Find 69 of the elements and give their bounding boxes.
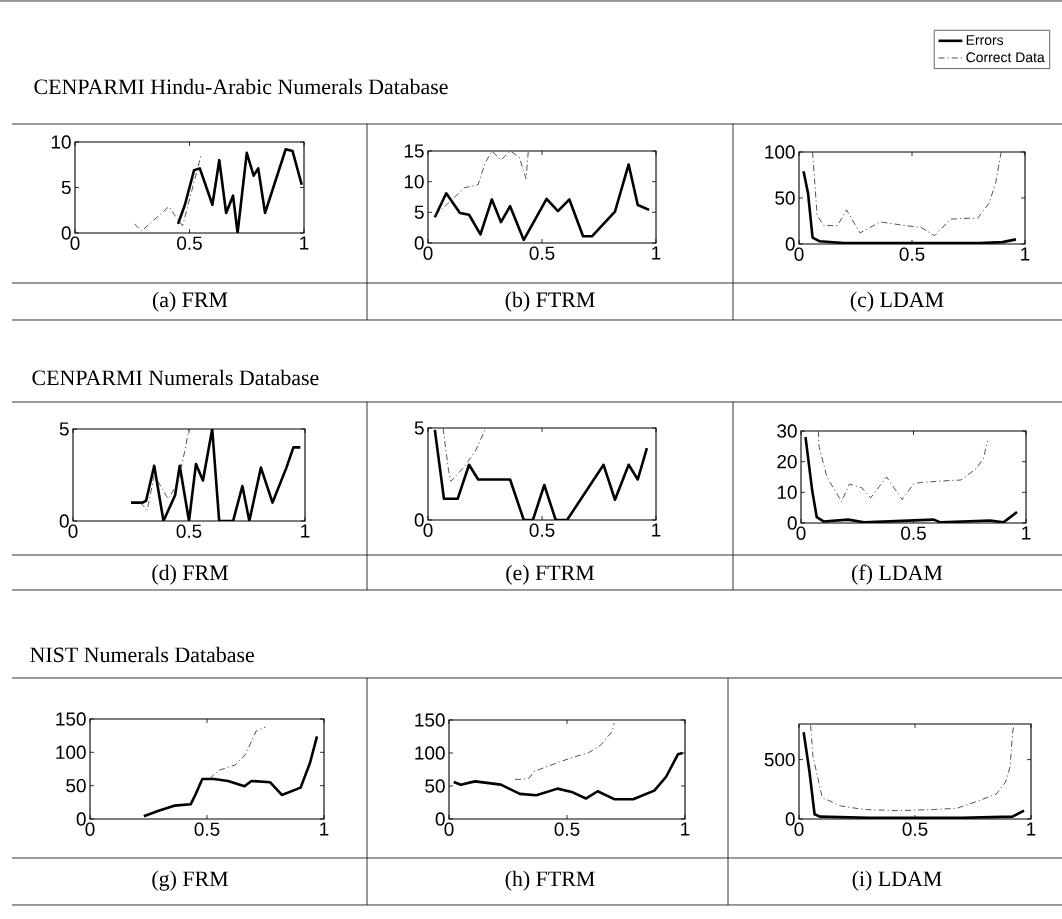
x-tick-label: 1 xyxy=(652,246,661,260)
x-tick-label: 1 xyxy=(652,523,661,537)
x-axis-title: (a) FRM xyxy=(152,291,228,312)
x-axis-title: (b) FTRM xyxy=(505,291,595,312)
line-series xyxy=(817,430,989,502)
y-tick-label: 100 xyxy=(415,746,445,760)
x-tick-label: 0.5 xyxy=(901,526,926,540)
chart-title: CENPARMI Hindu-Arabic Numerals Database xyxy=(34,78,448,95)
x-tick-label: 0 xyxy=(85,822,95,836)
y-tick-label: 150 xyxy=(415,713,445,727)
chart-title: CENPARMI Numerals Database xyxy=(32,369,319,386)
x-tick-label: 1 xyxy=(301,524,310,538)
line-series xyxy=(810,724,1015,812)
line-series xyxy=(434,150,529,216)
line-series xyxy=(139,428,190,511)
x-tick-label: 0.5 xyxy=(529,246,555,260)
x-tick-label: 1 xyxy=(1021,247,1030,261)
x-axis-title: (c) LDAM xyxy=(850,291,944,312)
y-tick-label: 0 xyxy=(61,226,71,240)
y-tick-label: 30 xyxy=(777,424,797,438)
y-tick-label: 0 xyxy=(76,812,86,826)
y-tick-label: 150 xyxy=(56,712,86,726)
x-axis-title: (e) FTRM xyxy=(506,564,595,585)
legend-label: Errors xyxy=(966,35,1004,46)
y-tick-label: 50 xyxy=(775,191,795,205)
x-tick-label: 1 xyxy=(300,236,309,250)
x-axis-title: (g) FRM xyxy=(152,870,229,891)
y-tick-label: 10 xyxy=(777,485,797,500)
y-tick-label: 50 xyxy=(66,778,86,793)
line-series xyxy=(208,726,266,780)
x-tick-label: 1 xyxy=(1022,526,1031,540)
y-tick-label: 0 xyxy=(785,812,795,826)
x-axis-title: (f) LDAM xyxy=(852,564,943,585)
x-tick-label: 1 xyxy=(681,822,690,836)
line-series xyxy=(134,155,202,232)
y-tick-label: 100 xyxy=(765,145,795,159)
x-tick-label: 0 xyxy=(796,526,806,540)
y-tick-label: 5 xyxy=(59,422,69,436)
y-tick-label: 50 xyxy=(425,779,445,793)
y-tick-label: 5 xyxy=(414,421,424,435)
x-axis-title: (h) FTRM xyxy=(505,870,595,891)
x-tick-label: 0.5 xyxy=(529,523,555,537)
x-tick-label: 0.5 xyxy=(176,524,202,538)
legend-label: Correct Data xyxy=(966,52,1045,63)
y-tick-label: 20 xyxy=(777,454,797,469)
chart-title: NIST Numerals Database xyxy=(30,646,254,663)
y-tick-label: 5 xyxy=(61,180,71,195)
line-series xyxy=(514,722,615,780)
y-tick-label: 5 xyxy=(414,205,424,219)
x-tick-label: 0.5 xyxy=(899,247,925,261)
x-axis-title: (i) LDAM xyxy=(852,870,942,891)
x-tick-label: 0.5 xyxy=(554,822,580,836)
line-series xyxy=(442,427,486,482)
x-tick-label: 1 xyxy=(320,822,329,836)
y-tick-label: 0 xyxy=(435,812,445,826)
y-tick-label: 0 xyxy=(59,514,69,528)
line-series xyxy=(812,151,1002,237)
y-tick-label: 15 xyxy=(404,144,424,158)
y-tick-label: 100 xyxy=(56,745,86,760)
y-tick-label: 0 xyxy=(414,513,424,527)
x-tick-label: 0.5 xyxy=(194,822,220,836)
x-tick-label: 1 xyxy=(1027,822,1036,836)
x-tick-label: 0 xyxy=(444,822,454,836)
x-tick-label: 0.5 xyxy=(177,236,202,250)
y-tick-label: 500 xyxy=(764,752,795,767)
y-tick-label: 10 xyxy=(51,135,71,149)
y-tick-label: 10 xyxy=(404,174,424,189)
x-tick-label: 0.5 xyxy=(902,822,928,836)
x-axis-title: (d) FRM xyxy=(152,564,228,585)
